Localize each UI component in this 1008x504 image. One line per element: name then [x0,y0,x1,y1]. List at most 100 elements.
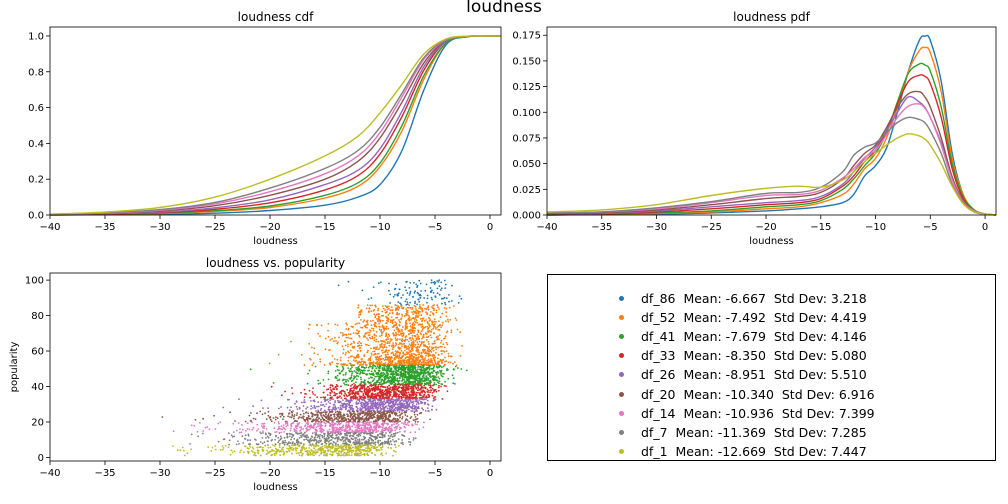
scatter-point [414,416,417,418]
scatter-point [396,422,399,425]
scatter-point [368,417,371,420]
scatter-point [405,348,408,351]
scatter-point [425,308,428,310]
scatter-point [314,407,317,410]
scatter-point [429,382,432,385]
scatter-point [406,303,409,305]
scatter-point [351,410,354,413]
scatter-point [377,375,380,378]
scatter-point [403,344,406,347]
scatter-point [383,344,385,346]
scatter-point [432,363,434,366]
scatter-point [381,334,383,337]
scatter-point [402,351,405,354]
scatter-point [438,380,441,382]
scatter-point [320,401,323,404]
scatter-point [383,403,386,406]
scatter-point [440,341,442,344]
scatter-point [420,326,423,328]
scatter-point [417,310,420,313]
y-axis-label: popularity [9,342,20,393]
scatter-point [397,301,400,303]
scatter-point [428,394,431,397]
scatter-point [402,378,404,381]
scatter-point [377,430,380,432]
scatter-point [296,425,299,428]
scatter-point [299,429,302,432]
scatter-point [408,287,411,289]
scatter-series-df_20 [161,410,431,423]
scatter-point [394,407,397,410]
scatter-point [401,416,404,418]
scatter-point [334,377,337,379]
scatter-point [346,421,349,424]
scatter-point [368,422,371,424]
scatter-point [287,415,289,418]
scatter-point [439,324,441,327]
scatter-point [391,362,393,364]
scatter-point [353,375,355,377]
scatter-point [416,316,419,318]
scatter-point [373,308,376,311]
scatter-point [259,431,261,433]
scatter-point [447,368,449,371]
scatter-point [406,325,409,328]
plot-area [546,34,997,216]
scatter-point [398,361,401,364]
scatter-point [364,333,366,335]
scatter-point [292,410,294,412]
scatter-point [334,411,337,413]
scatter-point [443,296,446,299]
scatter-point [424,359,426,361]
scatter-point [446,343,449,346]
scatter-point [272,382,275,384]
series-line-0 [49,35,502,216]
scatter-point [386,401,388,404]
scatter-point [391,344,394,346]
scatter-point [429,386,432,388]
scatter-point [399,416,401,419]
scatter-point [372,430,374,433]
scatter-series-df_41 [249,364,468,386]
scatter-point [444,356,446,359]
scatter-point [302,428,305,430]
scatter-point [344,378,347,381]
scatter-point [369,304,372,307]
scatter-point [295,400,298,403]
scatter-point [431,405,434,408]
scatter-point [300,428,303,430]
scatter-point [353,415,356,417]
scatter-point [389,358,392,361]
scatter-point [359,424,362,427]
scatter-point [358,344,361,347]
scatter-point [406,401,409,403]
scatter-point [246,422,249,425]
scatter-point [367,380,369,383]
scatter-point [356,361,359,364]
scatter-point [276,431,278,433]
scatter-point [256,412,258,415]
scatter-point [426,325,428,328]
y-tick-label: 0.8 [28,67,44,78]
scatter-point [408,347,411,349]
scatter-point [408,395,411,398]
scatter-point [409,357,412,360]
scatter-point [352,364,355,367]
scatter-point [304,393,306,395]
scatter-point [410,339,413,341]
scatter-point [351,383,354,386]
scatter-point [363,372,365,375]
scatter-point [403,346,406,349]
scatter-point [410,365,413,368]
scatter-point [432,357,435,360]
scatter-point [330,410,332,413]
scatter-point [348,377,351,380]
scatter-point [405,308,407,310]
scatter-point [410,370,413,373]
scatter-point [363,422,365,425]
scatter-point [319,335,321,338]
scatter-point [363,360,365,363]
scatter-point [425,398,428,400]
scatter-point [363,390,366,392]
scatter-point [412,313,414,316]
